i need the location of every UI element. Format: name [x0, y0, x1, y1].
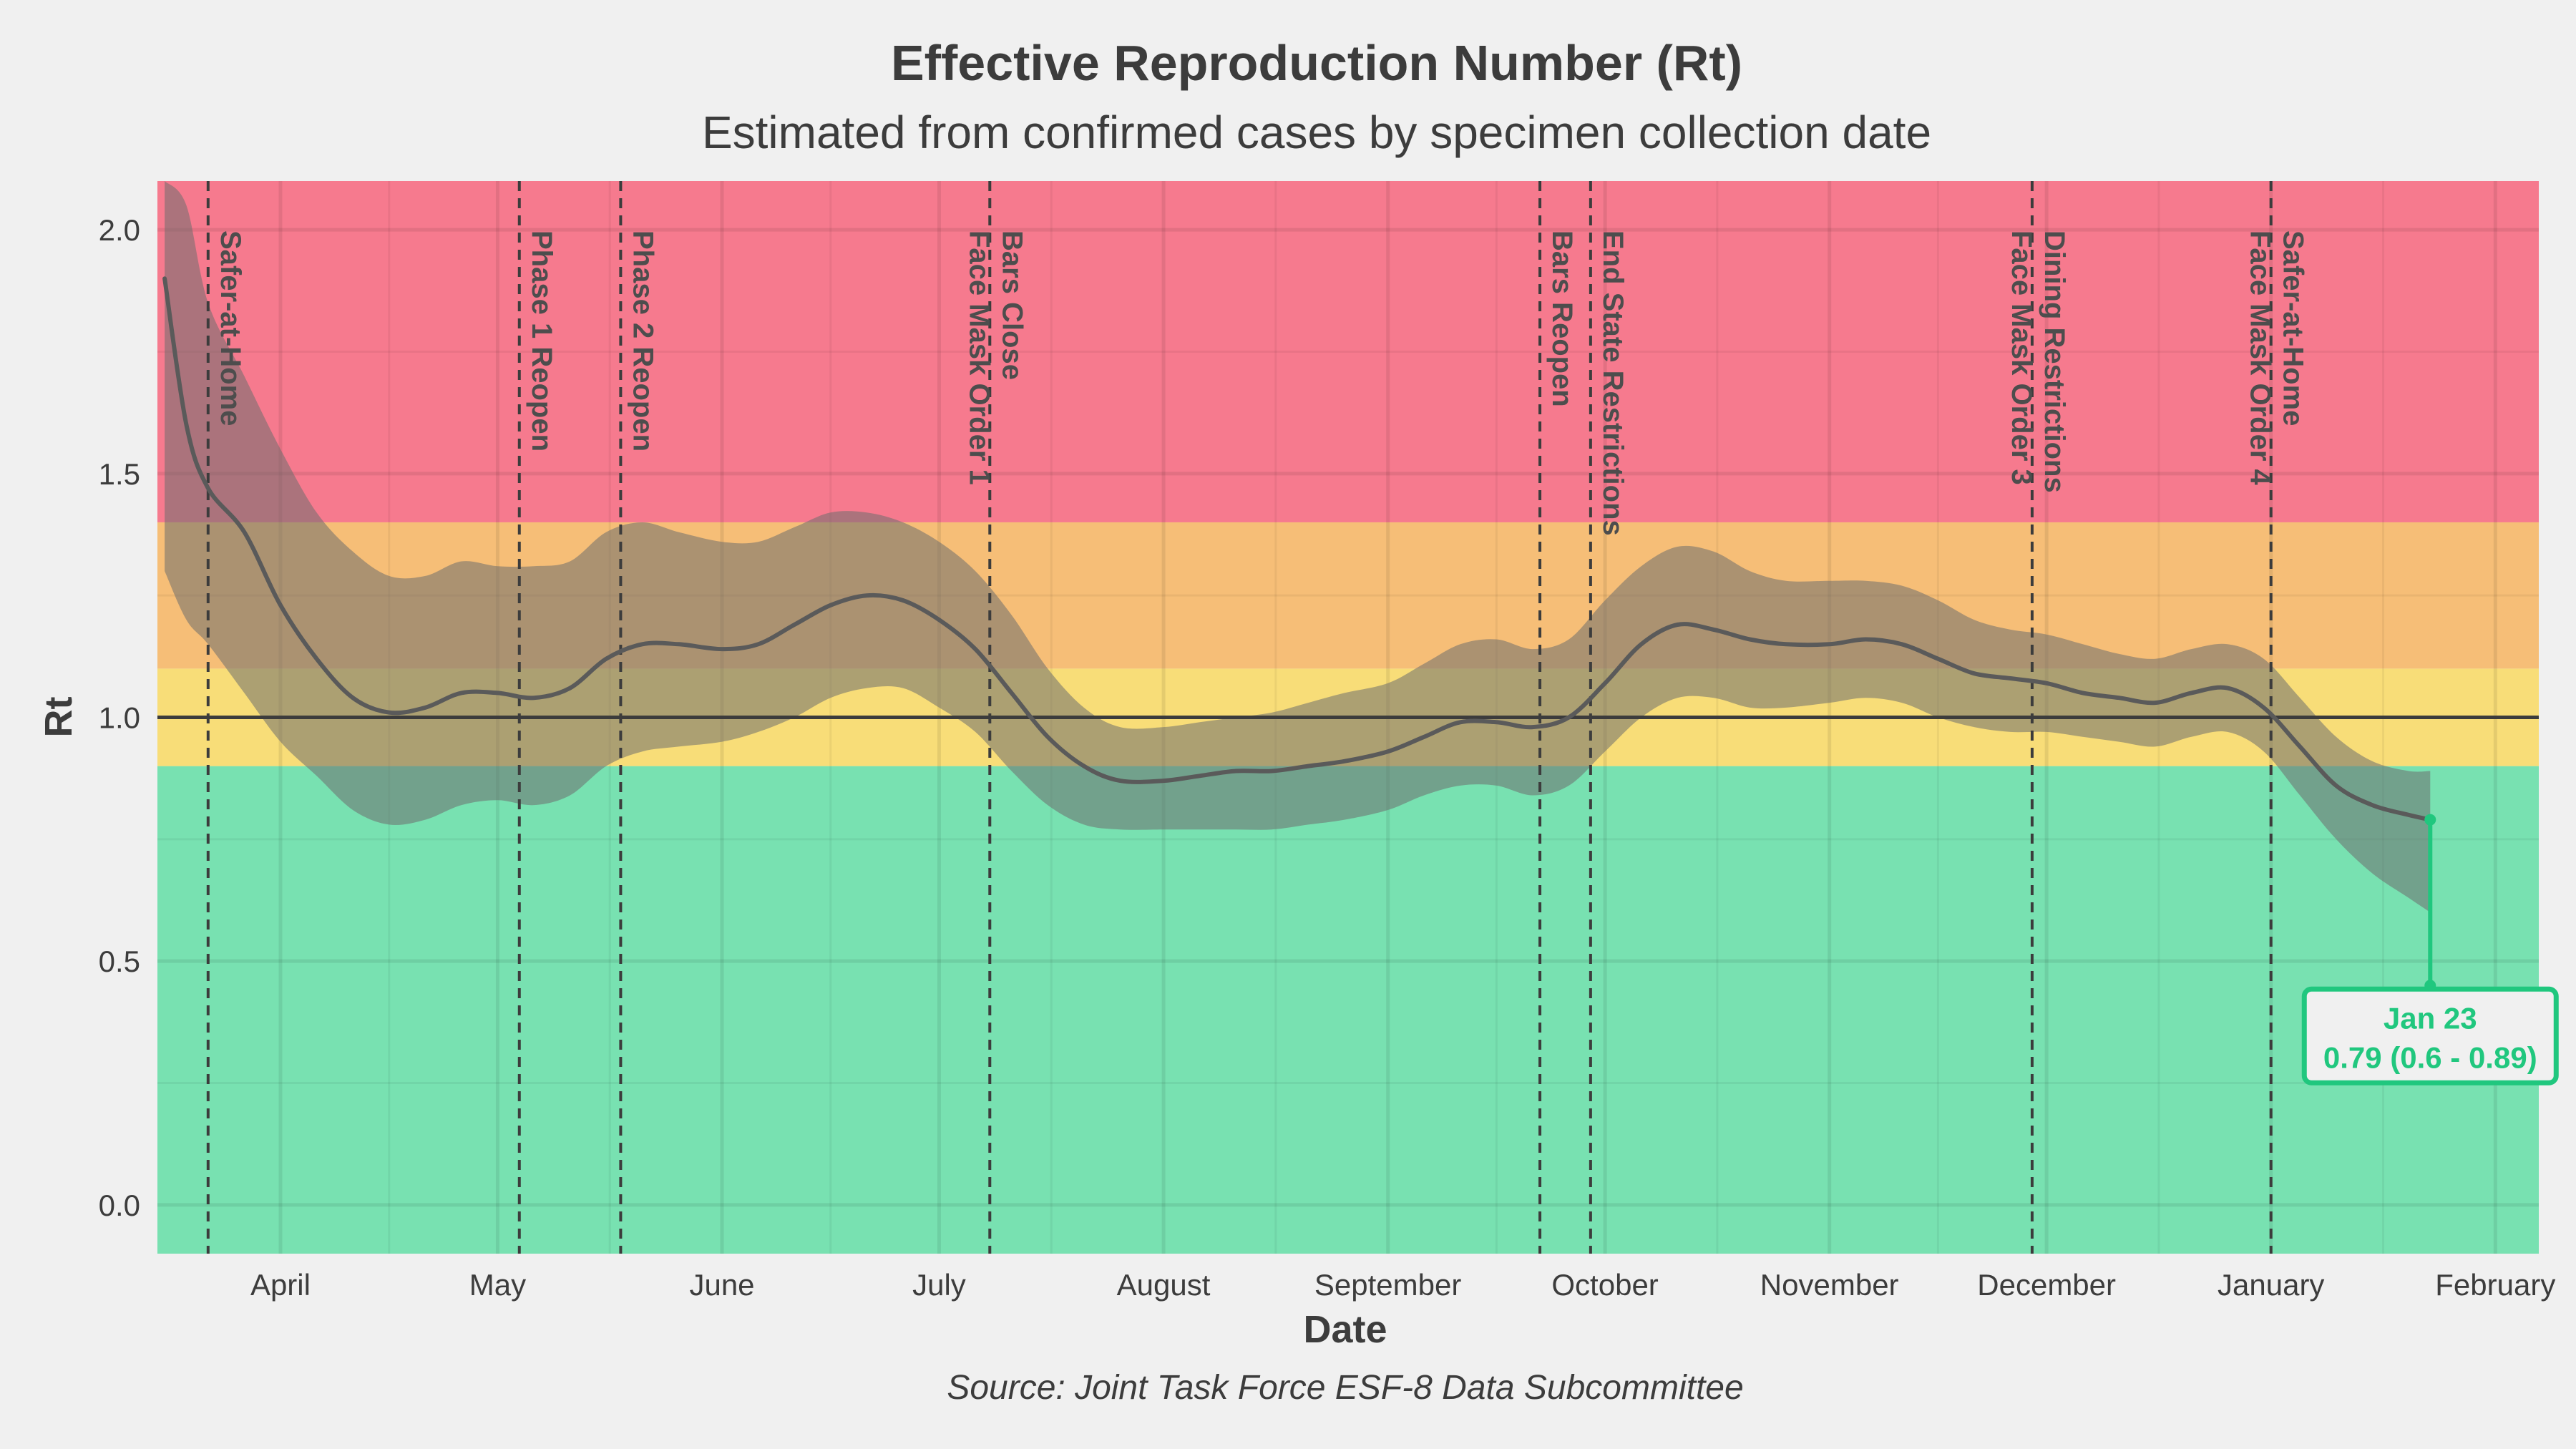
rt-series	[162, 276, 2433, 822]
callout-date: Jan 23	[2384, 1001, 2477, 1035]
event-label: Bars Reopen	[1546, 230, 1578, 407]
x-tick-label: September	[1314, 1268, 1461, 1302]
event-label: Phase 2 Reopen	[627, 230, 658, 452]
callout-value: 0.79 (0.6 - 0.89)	[2323, 1040, 2537, 1074]
confidence-interval-area	[165, 181, 2431, 912]
event-label: Face Mask Order 3	[2006, 230, 2037, 485]
event-label: Face Mask Order 1	[963, 230, 995, 485]
x-tick-label: December	[1977, 1268, 2116, 1302]
y-tick-label: 1.0	[99, 701, 140, 735]
event-label: Bars Close	[996, 230, 1028, 380]
x-tick-label: October	[1551, 1268, 1658, 1302]
event-label: Safer-at-Home	[215, 230, 246, 426]
event-label: End State Restrictions	[1597, 230, 1629, 536]
risk-bands	[157, 181, 2539, 1254]
event-label: Phase 1 Reopen	[526, 230, 557, 452]
event-label: Face Mask Order 4	[2245, 230, 2276, 485]
confidence-band	[165, 181, 2431, 912]
risk-band	[157, 766, 2539, 1254]
chart-title: Effective Reproduction Number (Rt)	[891, 35, 1742, 91]
x-tick-label: May	[469, 1268, 526, 1302]
x-tick-label: August	[1117, 1268, 1211, 1302]
x-tick-label: June	[689, 1268, 754, 1302]
event-label: Safer-at-Home	[2278, 230, 2309, 426]
y-tick-label: 1.5	[99, 457, 140, 491]
y-axis-label: Rt	[37, 696, 80, 737]
callout-point	[2424, 814, 2436, 826]
x-tick-label: February	[2435, 1268, 2555, 1302]
x-axis: April May June July August September October No…	[250, 1268, 2555, 1302]
latest-value-callout: Jan 23 0.79 (0.6 - 0.89)	[2301, 814, 2559, 1085]
risk-band	[157, 181, 2539, 522]
source-note: Source: Joint Task Force ESF-8 Data Subc…	[947, 1369, 1743, 1407]
x-tick-label: November	[1760, 1268, 1899, 1302]
x-tick-label: July	[912, 1268, 966, 1302]
event-label: Dining Restrictions	[2039, 230, 2070, 493]
y-axis: 0.0 0.5 1.0 1.5 2.0	[99, 213, 140, 1222]
x-tick-label: January	[2218, 1268, 2324, 1302]
y-tick-label: 2.0	[99, 213, 140, 247]
x-tick-label: April	[250, 1268, 311, 1302]
callout-box	[2301, 986, 2559, 1085]
rt-line	[162, 276, 2433, 822]
event-markers: Safer-at-Home Phase 1 Reopen Phase 2 Reope…	[206, 181, 2309, 1254]
x-axis-label: Date	[1303, 1308, 1387, 1351]
y-tick-label: 0.0	[99, 1189, 140, 1222]
y-tick-label: 0.5	[99, 945, 140, 978]
chart-subtitle: Estimated from confirmed cases by specim…	[702, 107, 1931, 158]
